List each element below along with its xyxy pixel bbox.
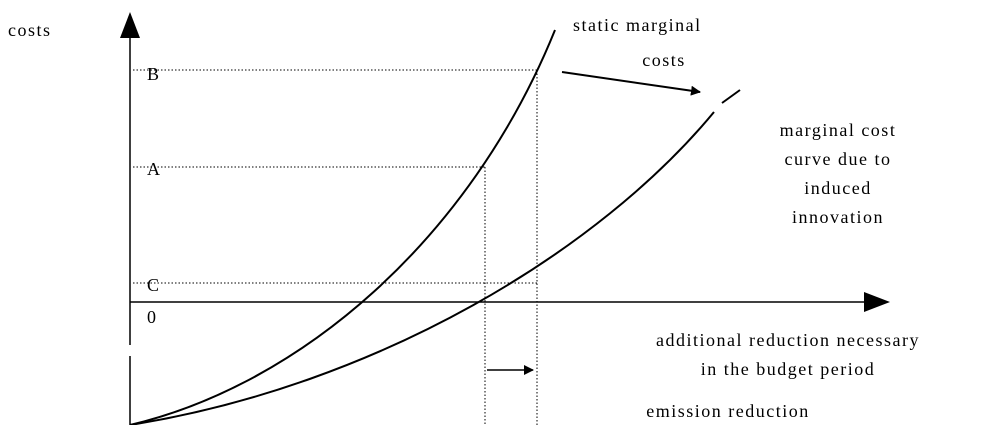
static-curve [129,29,556,425]
induced-curve-end [721,89,741,104]
static-label: costs [642,50,686,70]
x-label: emission reduction [646,401,809,421]
induced-label: induced [804,178,871,198]
static-label: static marginal [573,15,702,35]
y-label: costs [8,20,52,40]
annotation: additional reduction necessary [656,330,920,350]
induced-curve [129,111,715,425]
annotation: in the budget period [701,359,875,379]
level-zero: 0 [147,307,158,327]
level-b: B [147,64,161,84]
induced-label: curve due to [785,149,892,169]
level-c: C [147,275,161,295]
induced-label: innovation [792,207,884,227]
level-a: A [147,159,162,179]
y-arrow [120,12,140,38]
x-arrow [864,292,890,312]
guide-lines [133,69,538,425]
induced-label: marginal cost [780,120,897,140]
shift-arrow [561,71,701,96]
